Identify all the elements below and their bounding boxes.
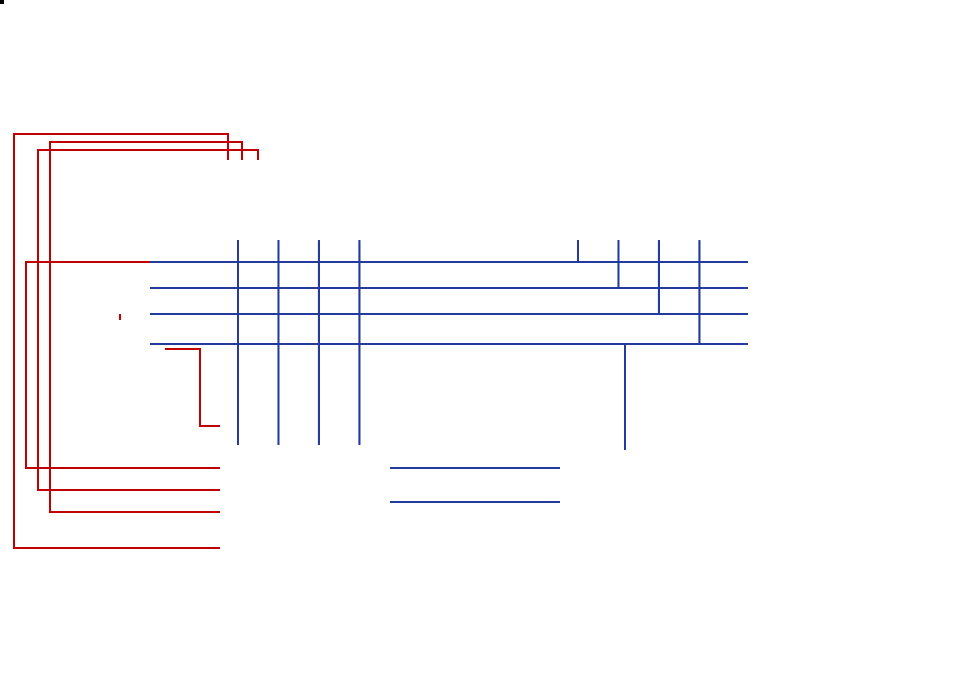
diagram-wires (0, 0, 960, 673)
br-equals-1 (0, 0, 4, 4)
